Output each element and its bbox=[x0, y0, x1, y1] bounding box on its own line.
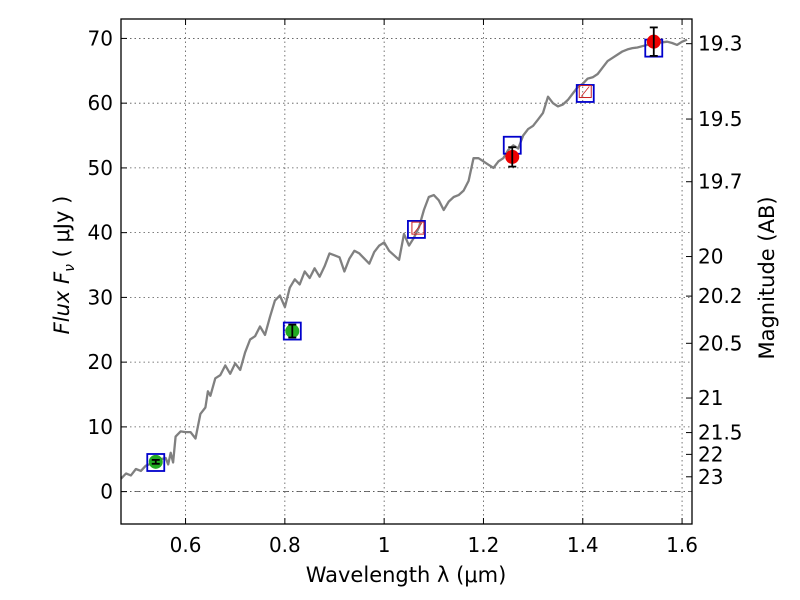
grid-lines bbox=[121, 19, 692, 524]
mag-tick-label: 20 bbox=[698, 245, 723, 269]
data-series bbox=[120, 26, 688, 480]
upper-limit-marker bbox=[411, 221, 425, 235]
y-tick-label: 40 bbox=[88, 221, 113, 245]
model-photometry-square bbox=[282, 321, 302, 341]
mag-tick-label: 21 bbox=[698, 386, 723, 410]
y-tick-label: 70 bbox=[88, 26, 113, 50]
mag-tick-label: 22 bbox=[698, 442, 723, 466]
mag-tick-label: 21.5 bbox=[698, 421, 743, 445]
mag-tick-label: 19.5 bbox=[698, 107, 743, 131]
y-axis-label-unit: ( μJy ) bbox=[50, 196, 74, 264]
y-tick-label: 60 bbox=[88, 91, 113, 115]
x-tick-label: 0.6 bbox=[170, 533, 202, 557]
mag-tick-label: 19.3 bbox=[698, 32, 743, 56]
upper-limit-slash bbox=[413, 222, 423, 234]
mag-tick-label: 23 bbox=[698, 465, 723, 489]
model-photometry-square bbox=[407, 220, 426, 239]
upper-limit-slash bbox=[580, 86, 590, 97]
x-tick-label: 0.8 bbox=[269, 533, 301, 557]
y-tick-label: 30 bbox=[88, 285, 113, 309]
x-tick-label: 1.4 bbox=[567, 533, 599, 557]
x-axis-label: Wavelength λ (μm) bbox=[306, 563, 507, 587]
x-tick-label: 1 bbox=[378, 533, 391, 557]
mag-tick-label: 20.2 bbox=[698, 284, 743, 308]
y-axis-label-main: Flux F bbox=[50, 271, 74, 334]
model-spectrum-line bbox=[120, 38, 688, 480]
tick-labels: 0.6 0.8 1 1.2 1.4 1.6 0 10 20 30 40 50 60 70 19.3 19.5 1… bbox=[88, 26, 743, 557]
y-tick-label: 50 bbox=[88, 156, 113, 180]
y-tick-label: 10 bbox=[88, 415, 113, 439]
x-tick-label: 1.6 bbox=[666, 533, 698, 557]
model-photometry-square bbox=[146, 453, 166, 472]
axis-ticks bbox=[121, 19, 692, 524]
y-tick-label: 20 bbox=[88, 350, 113, 374]
y-tick-label: 0 bbox=[100, 480, 113, 504]
model-photometry-square bbox=[575, 84, 595, 103]
mag-tick-label: 19.7 bbox=[698, 170, 743, 194]
mag-tick-label: 20.5 bbox=[698, 331, 743, 355]
y-axis-label-subscript: ν bbox=[62, 264, 78, 272]
upper-limit-marker bbox=[578, 85, 592, 99]
right-axis-label: Magnitude (AB) bbox=[755, 196, 779, 359]
x-tick-label: 1.2 bbox=[468, 533, 500, 557]
y-axis-label: Flux Fν ( μJy ) bbox=[50, 196, 78, 335]
plot-frame bbox=[120, 18, 693, 525]
